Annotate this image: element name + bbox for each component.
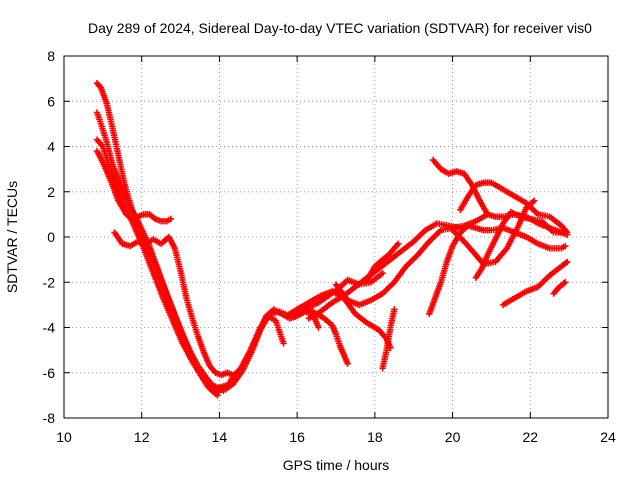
- x-tick-label: 16: [289, 429, 305, 445]
- series-layer: [93, 79, 571, 399]
- x-tick-label: 18: [367, 429, 383, 445]
- y-tick-label: 0: [47, 229, 55, 245]
- y-tick-label: -2: [43, 274, 56, 290]
- series-track-17: [457, 179, 571, 236]
- data-point: [214, 392, 221, 399]
- series-track-11: [305, 220, 464, 322]
- x-tick-label: 22: [522, 429, 538, 445]
- data-point: [280, 340, 287, 347]
- data-point: [315, 324, 322, 331]
- series-track-12: [332, 211, 491, 309]
- x-tick-label: 10: [56, 429, 72, 445]
- data-point: [562, 279, 569, 286]
- x-tick-label: 24: [600, 429, 616, 445]
- y-tick-label: -4: [43, 320, 56, 336]
- data-point: [530, 197, 538, 204]
- y-tick-label: 6: [47, 93, 55, 109]
- y-tick-label: 2: [47, 184, 55, 200]
- series-track-19: [449, 197, 538, 268]
- data-point: [394, 240, 402, 247]
- data-point: [379, 270, 386, 277]
- y-tick-label: 8: [47, 48, 55, 64]
- data-point: [562, 242, 569, 250]
- data-point: [344, 360, 351, 367]
- series-track-21: [550, 279, 569, 297]
- chart-title: Day 289 of 2024, Sidereal Day-to-day VTE…: [88, 20, 592, 36]
- series-track-14: [379, 306, 398, 372]
- y-tick-label: -6: [43, 365, 56, 381]
- data-point: [564, 258, 571, 266]
- data-point: [167, 215, 175, 223]
- data-point: [391, 306, 398, 313]
- y-tick-label: -8: [43, 410, 56, 426]
- x-tick-label: 12: [134, 429, 150, 445]
- y-axis-label: SDTVAR / TECUs: [4, 181, 20, 293]
- series-track-13: [363, 240, 402, 284]
- series-track-4: [93, 147, 175, 225]
- data-point: [562, 229, 569, 236]
- x-axis-label: GPS time / hours: [283, 457, 390, 473]
- x-tick-label: 14: [212, 429, 228, 445]
- x-tick-label: 20: [445, 429, 461, 445]
- series-track-5: [111, 229, 241, 379]
- series-track-2: [93, 109, 227, 392]
- y-tick-label: 4: [47, 139, 55, 155]
- series-track-20: [499, 258, 571, 309]
- series-track-8: [227, 312, 287, 383]
